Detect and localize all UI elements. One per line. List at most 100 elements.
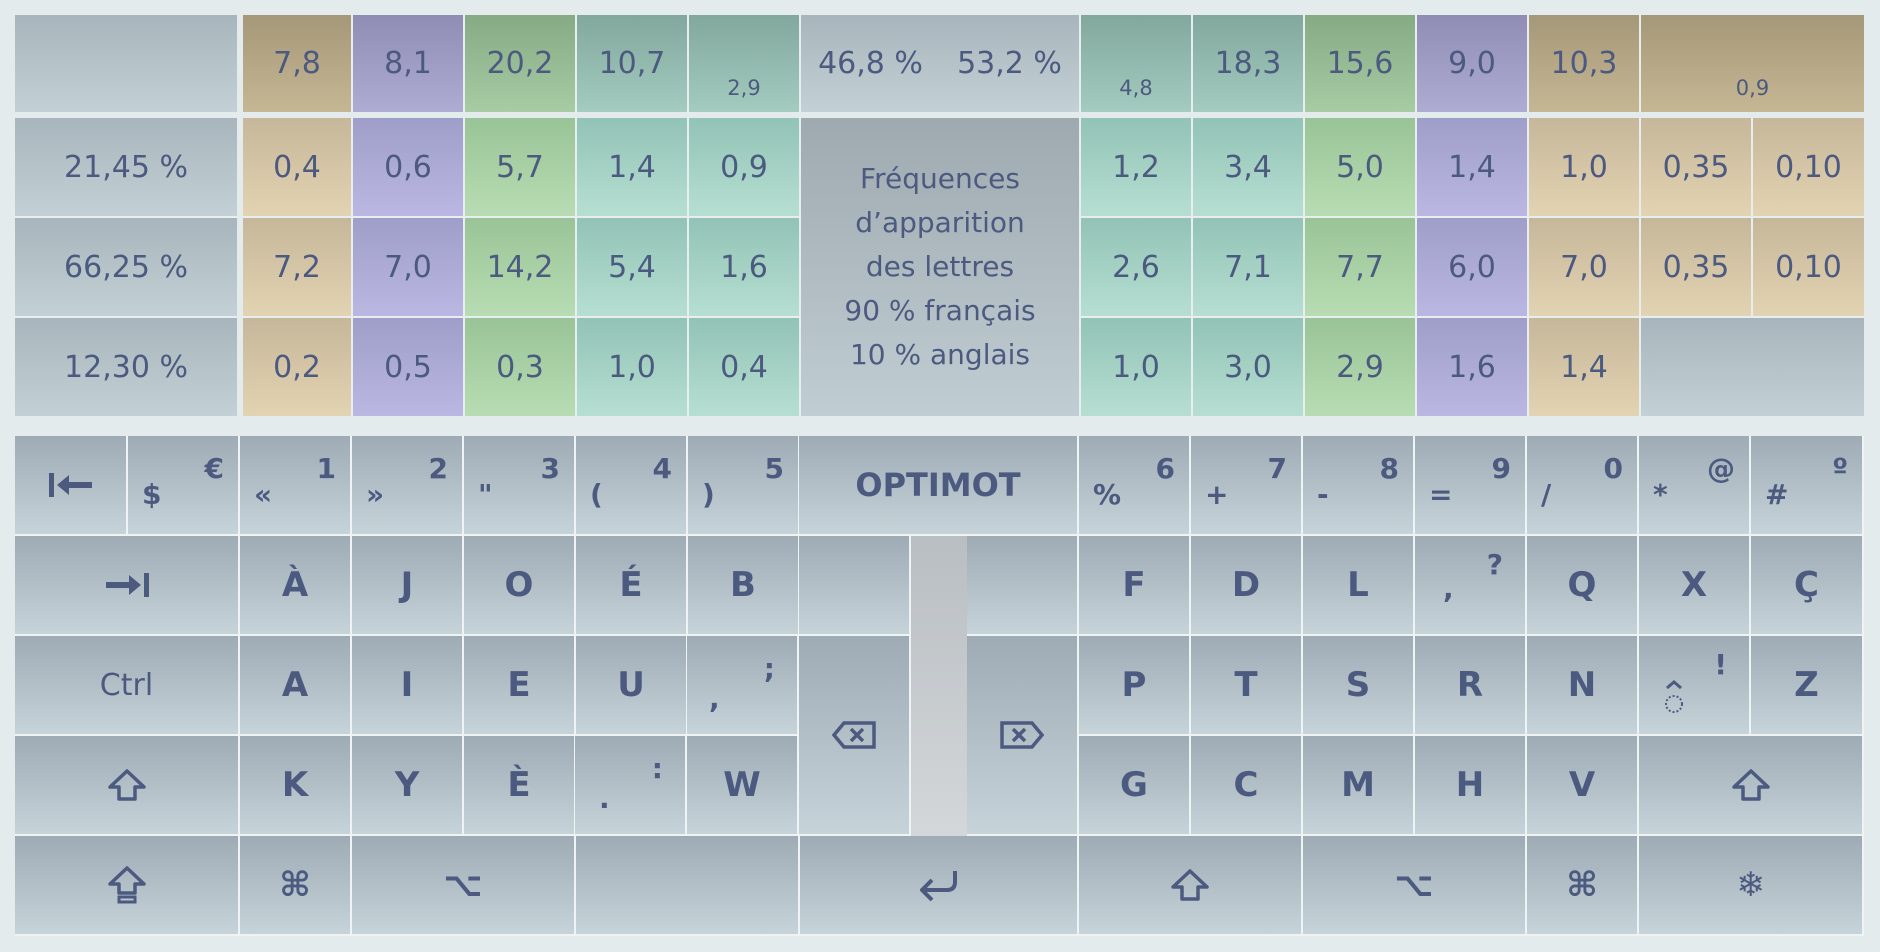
freq-cell: 2,9 <box>1303 316 1415 416</box>
tab-key[interactable] <box>15 536 240 636</box>
snowflake-key[interactable]: ❄ <box>1639 836 1864 936</box>
letter-key[interactable]: Ç <box>1751 536 1864 636</box>
number-key[interactable]: « 1 <box>240 436 352 536</box>
frequency-caption: Fréquences d’apparition des lettres 90 %… <box>799 118 1079 416</box>
caption-line: Fréquences <box>860 162 1020 195</box>
letter-key[interactable]: Y <box>352 736 464 836</box>
letter-key[interactable]: N <box>1527 636 1639 736</box>
shift-key-right[interactable] <box>1639 736 1864 836</box>
command-key-left[interactable]: ⌘ <box>240 836 352 936</box>
shift-key-left[interactable] <box>15 736 240 836</box>
freq-top-blank <box>15 15 237 112</box>
left-hand-total: 46,8 % <box>818 46 923 81</box>
freq-top-cell: 20,2 <box>463 15 575 112</box>
snowflake-icon: ❄ <box>1736 865 1765 905</box>
letter-key[interactable]: X <box>1639 536 1751 636</box>
dot-colon-key[interactable]: . : <box>575 736 687 836</box>
key-label: V <box>1568 765 1596 805</box>
letter-key[interactable]: G <box>1079 736 1191 836</box>
comma-semicolon-key[interactable]: , ; <box>687 636 799 736</box>
letter-key[interactable]: E <box>464 636 576 736</box>
backtab-key[interactable] <box>15 436 128 536</box>
shift-key-bottom[interactable] <box>1079 836 1303 936</box>
letter-key[interactable]: É <box>576 536 688 636</box>
number-key[interactable]: ( 4 <box>576 436 688 536</box>
freq-top-cell: 0,9 <box>1639 15 1864 112</box>
blank-key-left[interactable] <box>799 536 911 636</box>
enter-key[interactable] <box>800 836 1079 936</box>
number-key[interactable]: - 8 <box>1303 436 1415 536</box>
option-key-right[interactable]: ⌥ <box>1303 836 1527 936</box>
number-key[interactable]: ) 5 <box>688 436 800 536</box>
number-key[interactable]: * @ <box>1639 436 1751 536</box>
freq-cell: 0,9 <box>687 118 799 216</box>
backtab-icon <box>15 436 126 534</box>
key-lower: $ <box>142 478 162 511</box>
number-key[interactable]: # º <box>1751 436 1864 536</box>
key-label: L <box>1347 565 1369 605</box>
letter-key[interactable]: I <box>352 636 464 736</box>
comma-question-key[interactable]: , ? <box>1415 536 1527 636</box>
freq-cell: 3,4 <box>1191 118 1303 216</box>
backspace-key[interactable] <box>799 636 911 836</box>
number-key[interactable]: = 9 <box>1415 436 1527 536</box>
letter-key[interactable]: Z <box>1751 636 1864 736</box>
letter-key[interactable]: C <box>1191 736 1303 836</box>
letter-key[interactable]: T <box>1191 636 1303 736</box>
letter-key[interactable]: Q <box>1527 536 1639 636</box>
letter-key[interactable]: J <box>352 536 464 636</box>
shift-icon <box>1079 836 1301 934</box>
letter-key[interactable]: B <box>688 536 800 636</box>
freq-cell: 0,35 <box>1639 118 1751 216</box>
freq-empty-cell <box>1639 316 1864 416</box>
circumflex-exclamation-key[interactable]: ! <box>1639 636 1751 736</box>
shift-icon <box>1639 736 1862 834</box>
key-label: B <box>730 565 756 605</box>
letter-key[interactable]: F <box>1079 536 1191 636</box>
option-icon: ⌥ <box>1394 865 1434 905</box>
freq-cell: 14,2 <box>463 216 575 316</box>
key-label: È <box>507 765 531 805</box>
number-key[interactable]: + 7 <box>1191 436 1303 536</box>
ctrl-key[interactable]: Ctrl <box>15 636 240 736</box>
delete-key[interactable] <box>967 636 1079 836</box>
letter-key[interactable]: M <box>1303 736 1415 836</box>
freq-cell: 7,7 <box>1303 216 1415 316</box>
space-key-left[interactable] <box>576 836 800 936</box>
option-key-left[interactable]: ⌥ <box>352 836 576 936</box>
key-upper: 6 <box>1155 452 1175 485</box>
freq-cell: 1,2 <box>1079 118 1191 216</box>
letter-key[interactable]: A <box>240 636 352 736</box>
key-lower: / <box>1541 478 1552 511</box>
letter-key[interactable]: V <box>1527 736 1639 836</box>
letter-key[interactable]: È <box>464 736 576 836</box>
ctrl-label: Ctrl <box>99 667 154 703</box>
letter-key[interactable]: H <box>1415 736 1527 836</box>
dollar-key[interactable]: $ € <box>128 436 240 536</box>
row-percent: 21,45 % <box>15 118 237 216</box>
blank-key-right[interactable] <box>967 536 1079 636</box>
letter-key[interactable]: P <box>1079 636 1191 736</box>
number-key[interactable]: » 2 <box>352 436 464 536</box>
letter-key[interactable]: L <box>1303 536 1415 636</box>
command-key-right[interactable]: ⌘ <box>1527 836 1639 936</box>
letter-key[interactable]: K <box>240 736 352 836</box>
freq-cell: 1,6 <box>1415 316 1527 416</box>
letter-key[interactable]: S <box>1303 636 1415 736</box>
letter-key[interactable]: O <box>464 536 576 636</box>
letter-key[interactable]: R <box>1415 636 1527 736</box>
key-w[interactable]: W <box>687 736 799 836</box>
key-upper: º <box>1832 452 1848 485</box>
key-lower: + <box>1205 478 1229 511</box>
key-upper: 9 <box>1491 452 1511 485</box>
key-upper: 0 <box>1603 452 1623 485</box>
number-key[interactable]: / 0 <box>1527 436 1639 536</box>
number-key[interactable]: % 6 <box>1079 436 1191 536</box>
letter-key[interactable]: À <box>240 536 352 636</box>
letter-key[interactable]: D <box>1191 536 1303 636</box>
letter-key[interactable]: U <box>576 636 688 736</box>
number-key[interactable]: " 3 <box>464 436 576 536</box>
key-lower: ) <box>702 478 715 511</box>
caps-lock-key[interactable] <box>15 836 240 936</box>
key-upper: : <box>651 752 663 785</box>
